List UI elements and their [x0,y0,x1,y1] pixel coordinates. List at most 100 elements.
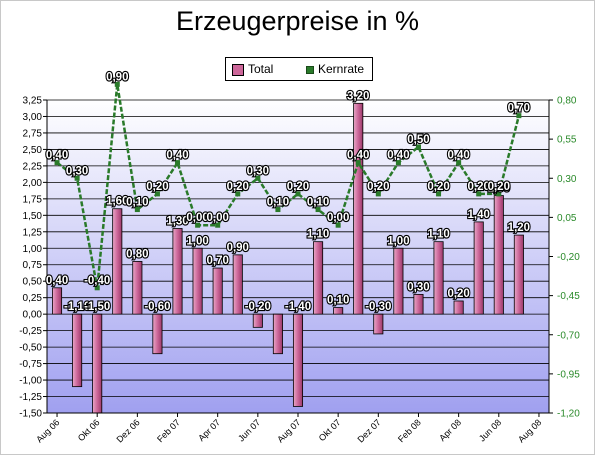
x-tick-label: Aug 08 [516,417,543,444]
x-tick-label: Jun 07 [236,417,262,443]
data-label-kernrate: 0,00 [206,212,228,224]
marker-kernrate [335,222,341,228]
bar-total [433,241,444,315]
left-tick-label: 0,25 [23,293,43,304]
right-tick-label: 0,80 [557,96,577,107]
marker-kernrate [215,222,221,228]
right-tick-label: -0,20 [557,252,580,263]
chart-title: Erzeugerpreise in % [175,6,420,36]
x-tick-label: Okt 06 [76,417,102,443]
marker-kernrate [415,144,421,150]
data-label-total: 1,10 [427,229,449,241]
data-label-kernrate: 0,10 [126,197,148,209]
legend: Total Kernrate [225,57,373,81]
data-label-total: -1,10 [64,301,90,313]
bar-total [373,313,384,335]
bar-total [513,234,524,315]
x-tick-label: Feb 07 [155,417,182,444]
data-label-kernrate: 0,40 [347,150,369,162]
data-label-total: -0,30 [365,301,391,313]
left-tick-label: 1,75 [23,194,43,205]
data-label-total: 1,10 [307,229,329,241]
marker-kernrate [516,113,522,119]
bar-total [333,307,344,315]
left-tick-label: 1,00 [23,244,43,255]
left-tick-label: 1,25 [23,227,43,238]
bar-total [212,267,223,315]
bar-total [393,247,404,315]
marker-kernrate [436,191,442,197]
data-label-kernrate: 0,10 [267,197,289,209]
data-label-kernrate: 0,40 [447,150,469,162]
data-label-total: -1,50 [84,301,110,313]
bar-total [353,102,364,315]
marker-kernrate [315,207,321,213]
marker-kernrate [295,191,301,197]
data-label-kernrate: 0,90 [106,71,128,83]
x-tick-label: Apr 08 [437,417,463,443]
marker-kernrate [235,191,241,197]
left-tick-label: 3,25 [23,96,43,107]
data-label-kernrate: 0,20 [488,181,510,193]
data-label-total: 1,40 [468,209,490,221]
left-tick-label: 2,75 [23,128,43,139]
left-tick-label: -1,00 [19,376,42,387]
bar-total [112,208,123,315]
data-label-total: 1,30 [166,215,188,227]
data-label-total: 0,80 [126,248,148,260]
left-tick-label: -1,25 [19,392,42,403]
data-label-kernrate: 0,10 [307,197,329,209]
right-tick-label: 0,30 [557,174,577,185]
legend-swatch-total [232,64,244,76]
bar-total [232,254,243,315]
bar-total [292,313,304,407]
legend-label-total: Total [248,62,274,76]
legend-swatch-kernrate [306,66,314,74]
marker-kernrate [74,175,80,181]
data-label-total: 1,60 [106,196,128,208]
data-label-kernrate: 0,20 [146,181,168,193]
left-tick-label: 2,50 [23,145,43,156]
bar-total [493,195,504,315]
marker-kernrate [195,222,201,228]
x-tick-label: Aug 06 [34,417,61,444]
bar-total [72,313,83,388]
data-label-total: 0,30 [407,281,429,293]
bar-total [192,247,203,315]
data-label-kernrate: 0,00 [186,212,208,224]
data-label-total: -0,60 [144,301,170,313]
marker-kernrate [355,160,361,166]
bar-total [152,313,163,355]
data-label-kernrate: 0,20 [427,181,449,193]
bar-total [172,228,183,315]
marker-kernrate [134,207,140,213]
data-label-kernrate: 0,20 [468,181,490,193]
data-label-kernrate: 0,40 [46,150,68,162]
data-label-kernrate: 0,30 [66,165,88,177]
bar-total [453,300,464,315]
data-label-kernrate: 0,40 [387,150,409,162]
data-label-total: 0,70 [206,255,228,267]
data-label-kernrate: 0,70 [508,103,530,115]
marker-kernrate [154,191,160,197]
line-kernrate [56,84,521,289]
data-label-kernrate: 0,20 [287,181,309,193]
data-label-total: 0,40 [46,275,68,287]
data-label-total: -0,20 [245,301,271,313]
marker-kernrate [496,191,502,197]
left-tick-label: 2,00 [23,178,43,189]
data-label-total: 0,10 [327,295,349,307]
bar-total [132,261,143,315]
legend-label-kernrate: Kernrate [318,62,365,76]
marker-kernrate [94,285,100,291]
left-tick-label: -0,25 [19,326,42,337]
x-tick-label: Dez 06 [115,417,142,444]
left-tick-label: -0,75 [19,359,42,370]
bar-total [52,287,63,315]
right-tick-label: -1,20 [557,409,580,420]
marker-kernrate [476,191,482,197]
data-label-kernrate: 0,20 [367,181,389,193]
bar-total [473,221,484,315]
data-label-kernrate: 0,50 [407,134,429,146]
